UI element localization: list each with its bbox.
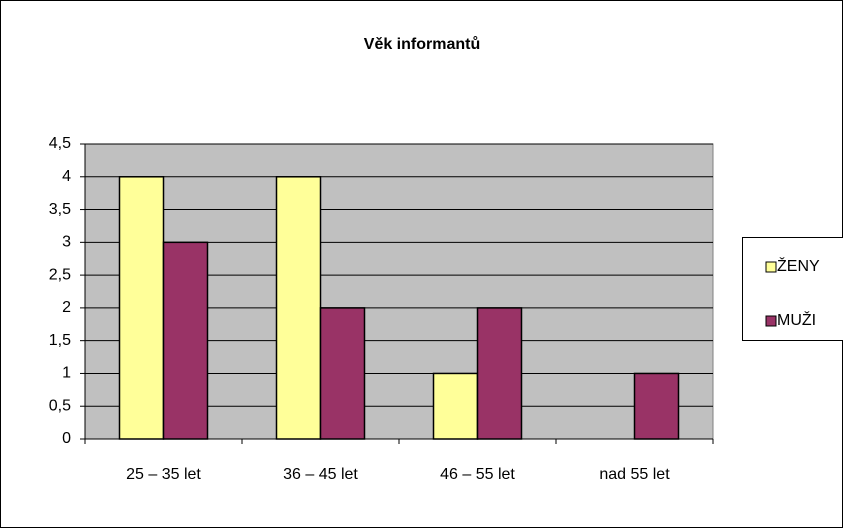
- bar: [432, 372, 479, 440]
- y-tick-label: 4: [62, 168, 71, 185]
- bar: [476, 307, 523, 440]
- y-tick-label: 2,5: [49, 266, 71, 283]
- legend-box: [742, 237, 843, 341]
- y-tick-label: 1,5: [49, 332, 71, 349]
- y-tick-label: 1: [62, 365, 71, 382]
- legend-label: MUŽI: [777, 310, 816, 329]
- y-tick-label: 2: [62, 299, 71, 316]
- y-tick-label: 3,5: [49, 201, 71, 218]
- legend-swatch: [765, 261, 777, 273]
- legend-label: ŽENY: [777, 256, 820, 275]
- legend-swatch: [765, 315, 777, 327]
- bar: [319, 307, 366, 440]
- y-tick-label: 4,5: [49, 135, 71, 152]
- bar: [118, 176, 165, 440]
- bar: [275, 176, 322, 440]
- bar: [633, 372, 680, 440]
- x-tick-label: 46 – 55 let: [440, 466, 515, 483]
- chart-title: Věk informantů: [364, 36, 480, 53]
- x-tick-label: 25 – 35 let: [126, 466, 201, 483]
- x-tick-label: nad 55 let: [599, 466, 670, 483]
- bar: [162, 241, 209, 440]
- x-tick-label: 36 – 45 let: [283, 466, 358, 483]
- y-tick-label: 0,5: [49, 397, 71, 414]
- y-tick-label: 0: [62, 430, 71, 447]
- y-tick-label: 3: [62, 234, 71, 251]
